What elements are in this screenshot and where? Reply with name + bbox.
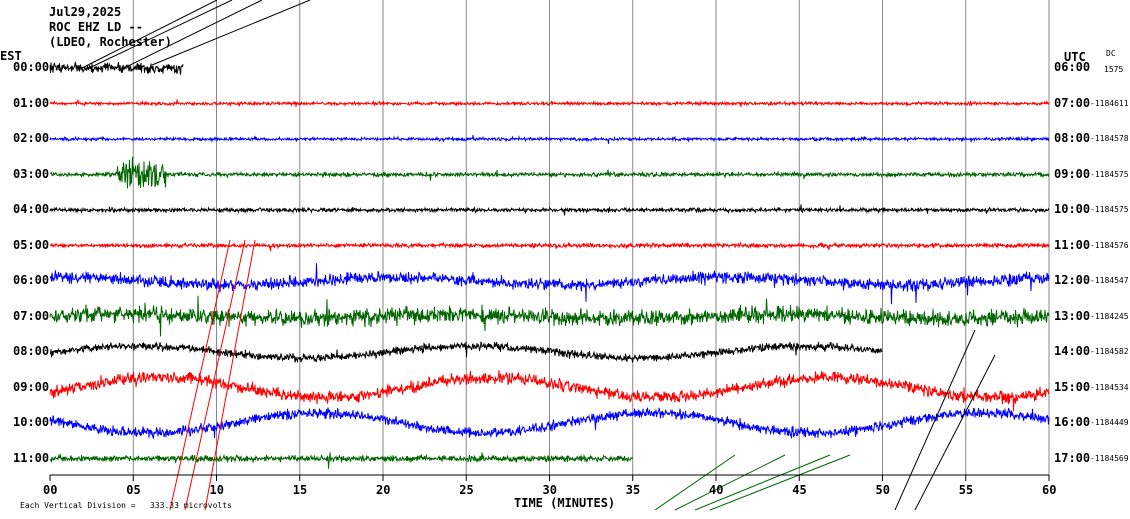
x-tick-label: 60	[1042, 483, 1057, 497]
est-hour-label: 06:00	[13, 273, 50, 287]
utc-hour-label: 07:00	[1054, 95, 1091, 110]
dc-offset-label: -1184575	[1090, 169, 1129, 179]
dc-offset-label: -1184582	[1090, 347, 1129, 356]
header-station: ROC EHZ LD --	[49, 20, 143, 34]
utc-hour-label: 15:00	[1054, 379, 1091, 394]
dc-offset-label: -1184449	[1090, 418, 1129, 427]
est-hour-label: 03:00	[13, 166, 50, 181]
trace-row-05:00	[49, 241, 1050, 252]
trace-row-10:00	[49, 407, 1050, 440]
est-hour-label: 07:00	[13, 308, 50, 323]
slant-line	[204, 239, 256, 511]
dc-label: DC	[1106, 49, 1116, 58]
dc-value: 1575	[1104, 65, 1124, 74]
est-hour-label: 05:00	[13, 237, 50, 252]
seismic-traces	[49, 60, 1050, 469]
utc-hour-label: 11:00	[1054, 237, 1091, 252]
trace-row-06:00	[49, 263, 1050, 305]
est-hour-label: 02:00	[13, 131, 50, 145]
x-tick-label: 55	[958, 483, 974, 497]
trace-row-02:00	[49, 135, 1050, 144]
est-hour-label: 01:00	[13, 95, 50, 110]
est-hour-label: 04:00	[13, 202, 50, 216]
est-hour-label: 09:00	[13, 379, 50, 394]
slant-line	[694, 454, 831, 511]
est-hour-label: 10:00	[13, 415, 50, 429]
est-hour-label: 08:00	[13, 344, 50, 358]
dc-offset-label: -1184569	[1090, 453, 1129, 463]
slant-line	[914, 354, 996, 511]
slant-line	[674, 454, 786, 511]
utc-hour-label: 16:00	[1054, 415, 1091, 429]
right-zone-label: UTC	[1064, 50, 1086, 64]
slant-line	[709, 454, 851, 511]
x-axis-label: TIME (MINUTES)	[514, 496, 616, 510]
utc-hour-label: 06:00	[1054, 60, 1091, 74]
slant-line	[119, 0, 263, 71]
x-tick-label: 40	[709, 483, 724, 497]
utc-hour-label: 14:00	[1054, 344, 1091, 358]
slant-line	[151, 0, 311, 66]
trace-row-01:00	[49, 99, 1050, 108]
x-tick-label: 30	[542, 483, 557, 497]
dc-offset-label: -1184611	[1090, 98, 1129, 108]
dc-offset-label: -1184547	[1090, 276, 1129, 285]
header-date: Jul29,2025	[49, 5, 122, 19]
utc-hour-label: 08:00	[1054, 131, 1091, 145]
scale-prefix: Each Vertical Division =	[20, 501, 136, 510]
slant-line	[84, 0, 233, 71]
slant-lines	[77, 0, 996, 511]
dc-offset-label: -1184534	[1090, 382, 1129, 392]
est-hour-label: 00:00	[13, 60, 50, 74]
trace-row-03:00	[49, 156, 1050, 189]
trace-row-09:00	[49, 370, 1050, 412]
x-tick-label: 35	[625, 483, 641, 497]
header-network: (LDEO, Rochester)	[49, 35, 172, 49]
dc-offset-label: -1184575	[1090, 205, 1129, 214]
x-axis-ticks	[49, 475, 1050, 481]
x-tick-label: 50	[875, 483, 890, 497]
trace-row-07:00	[49, 295, 1050, 337]
dc-offset-label: -1184578	[1090, 134, 1129, 143]
x-tick-label: 15	[292, 483, 308, 497]
grid-lines	[132, 0, 1050, 475]
dc-offset-label: -1184576	[1090, 240, 1129, 250]
x-tick-label: 25	[459, 483, 474, 497]
utc-hour-label: 09:00	[1054, 166, 1091, 181]
x-tick-label: 00	[43, 483, 58, 497]
utc-hour-label: 12:00	[1054, 273, 1091, 287]
x-tick-label: 45	[792, 483, 807, 497]
utc-hour-label: 10:00	[1054, 202, 1091, 216]
x-tick-label: 10	[209, 483, 224, 497]
utc-hour-label: 17:00	[1054, 450, 1091, 465]
left-zone-label: EST	[0, 49, 22, 63]
scale-value: 333.33 microvolts	[150, 501, 232, 510]
slant-line	[169, 239, 231, 511]
slant-line	[184, 239, 246, 511]
x-tick-label: 05	[126, 483, 141, 497]
x-tick-label: 20	[376, 483, 391, 497]
slant-line	[654, 454, 736, 511]
trace-row-04:00	[49, 204, 1050, 216]
est-hour-label: 11:00	[13, 450, 50, 465]
slant-line	[894, 329, 976, 511]
dc-offset-label: -1184245	[1090, 311, 1129, 321]
trace-row-08:00	[49, 341, 883, 364]
trace-row-11:00	[49, 452, 633, 469]
trace-row-00:00	[49, 60, 184, 75]
utc-hour-label: 13:00	[1054, 308, 1091, 323]
slant-line	[77, 0, 218, 71]
